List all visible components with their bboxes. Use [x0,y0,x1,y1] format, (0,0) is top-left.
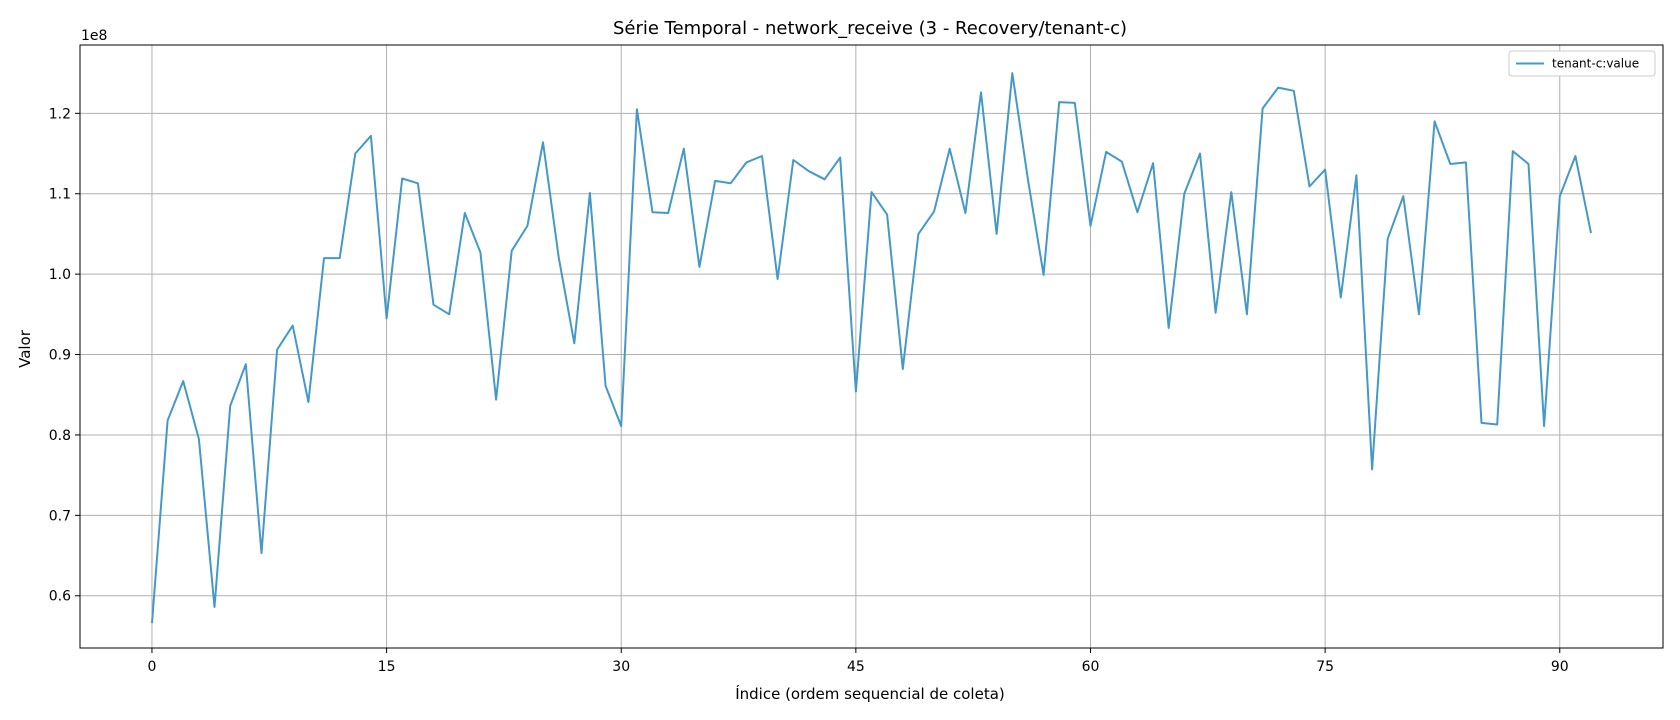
x-tick-label: 90 [1551,659,1569,675]
y-offset-label: 1e8 [81,28,107,44]
x-axis: 0 15 30 45 60 75 90 [147,648,1569,675]
x-tick-label: 30 [612,659,630,675]
x-tick-label: 60 [1082,659,1100,675]
series-layer [151,72,1592,624]
y-axis-title: Valor [16,329,34,368]
y-tick-label: 0.6 [49,589,71,605]
y-tick-label: 1.2 [49,106,71,122]
series-line-tenant-c:value [151,72,1592,624]
x-tick-label: 0 [147,659,156,675]
x-tick-label: 15 [378,659,396,675]
plot-area-frame [79,44,1664,649]
x-axis-title: Índice (ordem sequencial de coleta) [735,684,1005,703]
y-tick-label: 1.0 [49,267,71,283]
y-tick-label: 0.9 [49,348,71,364]
y-tick-label: 0.7 [49,508,71,524]
legend: tenant-c:value [1508,50,1656,77]
y-axis: 0.6 0.7 0.8 0.9 1.0 1.1 1.2 [49,106,80,605]
chart-title: Série Temporal - network_receive (3 - Re… [613,18,1127,39]
x-tick-label: 45 [847,659,865,675]
y-tick-label: 1.1 [49,187,71,203]
x-tick-label: 75 [1316,659,1334,675]
grid [80,45,1663,648]
legend-frame [1508,50,1656,77]
y-tick-label: 0.8 [49,428,71,444]
legend-label: tenant-c:value [1552,57,1639,71]
